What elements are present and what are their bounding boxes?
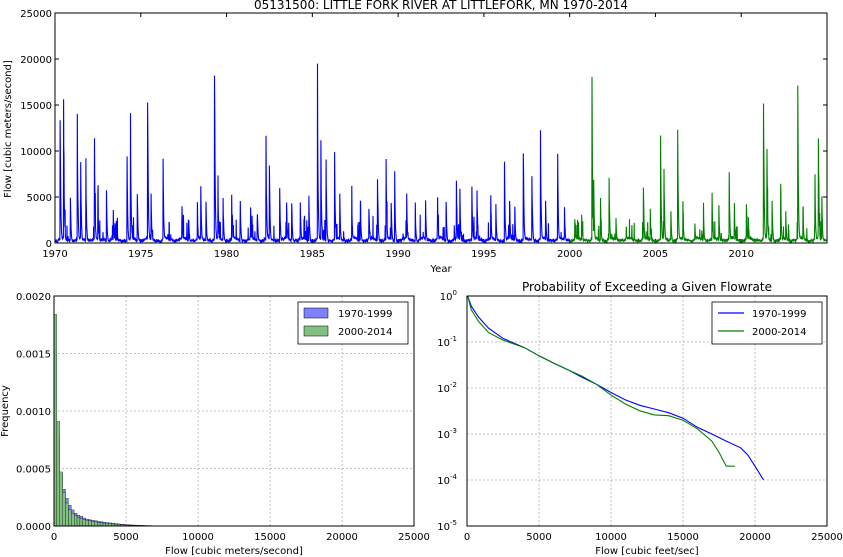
y-tick-label: 0.0000 <box>16 522 51 533</box>
exceedance-line-2000-2014 <box>467 295 735 467</box>
histogram-bar-2000-2014 <box>71 513 75 527</box>
histogram-legend: 1970-1999 2000-2014 <box>297 301 409 345</box>
histogram-bar-2000-2014 <box>85 520 89 527</box>
y-tick-label: 0.0010 <box>16 407 51 418</box>
y-tick-label: 0.0020 <box>16 292 51 303</box>
histogram-bar-2000-2014 <box>59 471 63 527</box>
y-tick-label: 25000 <box>20 9 52 20</box>
x-tick-label: 15000 <box>667 532 699 543</box>
histogram-bar-2000-2014 <box>97 522 101 527</box>
x-tick-label: 20000 <box>739 532 771 543</box>
timeseries-title: 05131500: LITTLE FORK RIVER AT LITTLEFOR… <box>254 0 628 12</box>
x-tick-label: 1980 <box>214 249 239 260</box>
y-tick-label: 10000 <box>20 147 52 158</box>
histogram-axes <box>53 295 415 527</box>
legend-box <box>711 301 823 345</box>
x-tick-label: 10000 <box>182 532 214 543</box>
x-tick-label: 2000 <box>557 249 582 260</box>
histogram-bar-2000-2014 <box>56 421 60 527</box>
legend-label: 2000-2014 <box>338 327 393 338</box>
histogram-bar-2000-2014 <box>94 521 98 527</box>
histogram-bar-2000-2014 <box>82 519 86 527</box>
x-tick-label: 15000 <box>254 532 286 543</box>
flow-series-2000-2014 <box>569 76 828 245</box>
legend-label: 1970-1999 <box>338 309 393 320</box>
x-tick-label: 1985 <box>300 249 325 260</box>
exceedance-line-1970-1999 <box>467 295 765 481</box>
x-tick-label: 0 <box>464 532 470 543</box>
histogram-ylabel: Frequency <box>0 385 11 437</box>
y-tick-label: 15000 <box>20 101 52 112</box>
legend-label: 2000-2014 <box>752 327 807 338</box>
histogram-bar-2000-2014 <box>62 492 66 527</box>
y-tick-label: 10-3 <box>437 427 457 441</box>
timeseries-ylabel: Flow [cubic meters/second] <box>3 60 14 198</box>
exceedance-axes <box>466 295 828 527</box>
x-tick-label: 1975 <box>128 249 153 260</box>
x-tick-label: 0 <box>51 532 57 543</box>
histogram-xlabel: Flow [cubic meters/second] <box>165 546 303 557</box>
exceedance-legend: 1970-1999 2000-2014 <box>711 301 823 345</box>
timeseries-xlabel: Year <box>429 264 452 275</box>
histogram-panel: Flow [cubic meters/second] Frequency 0 50… <box>0 292 430 557</box>
x-tick-label: 2005 <box>643 249 668 260</box>
legend-swatch <box>303 307 329 319</box>
x-tick-label: 5000 <box>526 532 551 543</box>
legend-swatch <box>303 325 329 337</box>
exceedance-title: Probability of Exceeding a Given Flowrat… <box>522 280 772 294</box>
timeseries-panel: 05131500: LITTLE FORK RIVER AT LITTLEFOR… <box>3 0 828 275</box>
x-tick-label: 20000 <box>326 532 358 543</box>
histogram-bar-2000-2014 <box>91 521 95 527</box>
y-tick-label: 10-1 <box>437 335 457 349</box>
exceedance-panel: Probability of Exceeding a Given Flowrat… <box>437 280 843 557</box>
exceedance-xlabel: Flow [cubic feet/sec] <box>595 546 699 557</box>
x-tick-label: 10000 <box>595 532 627 543</box>
y-tick-label: 5000 <box>27 193 52 204</box>
x-tick-label: 1970 <box>42 249 67 260</box>
y-tick-label: 10-5 <box>437 519 457 533</box>
histogram-bar-2000-2014 <box>79 518 83 527</box>
histogram-bar-2000-2014 <box>76 517 81 527</box>
x-tick-label: 2010 <box>728 249 753 260</box>
x-tick-label: 5000 <box>113 532 138 543</box>
legend-label: 1970-1999 <box>752 309 807 320</box>
y-tick-label: 0 <box>46 239 52 250</box>
x-tick-label: 1995 <box>471 249 496 260</box>
timeseries-axes <box>54 12 828 244</box>
histogram-bar-2000-2014 <box>65 502 69 527</box>
x-tick-label: 25000 <box>398 532 430 543</box>
x-tick-label: 1990 <box>385 249 410 260</box>
flow-series-1970-1999 <box>54 63 571 244</box>
x-tick-label: 25000 <box>811 532 843 543</box>
y-tick-label: 20000 <box>20 55 52 66</box>
histogram-bar-2000-2014 <box>88 520 92 527</box>
y-tick-label: 10-2 <box>437 381 457 395</box>
histogram-bar-2000-2014 <box>68 509 72 527</box>
histogram-bar-2000-2014 <box>74 515 78 527</box>
y-tick-label: 0.0015 <box>16 350 51 361</box>
y-tick-label: 0.0005 <box>16 465 51 476</box>
y-tick-label: 100 <box>440 289 457 303</box>
y-tick-label: 10-4 <box>437 473 457 487</box>
